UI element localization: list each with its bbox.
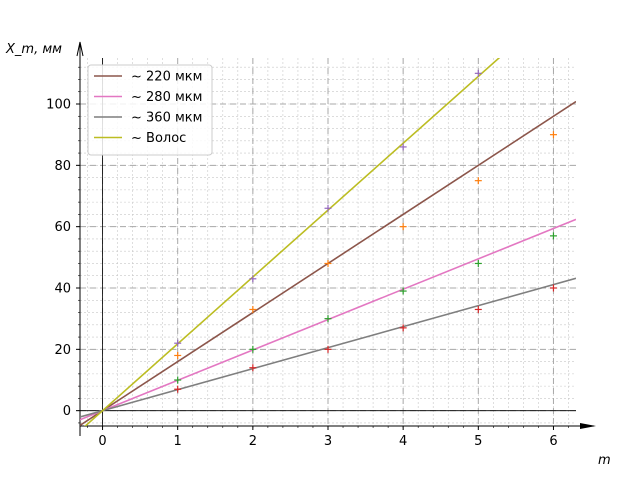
x-tick-label: 0	[98, 434, 106, 449]
x-tick-label: 2	[249, 434, 257, 449]
legend-entry-label: ~ 360 мкм	[131, 111, 202, 126]
data-point	[249, 345, 257, 353]
legend: ~ 220 мкм ~ 280 мкм ~ 360 мкм ~ Волос	[87, 64, 213, 156]
x-axis-arrow	[580, 423, 596, 429]
data-point	[399, 143, 407, 151]
data-point	[549, 284, 557, 292]
x-tick-label: 3	[324, 434, 332, 449]
data-point	[174, 376, 182, 384]
data-point	[249, 305, 257, 313]
data-point	[474, 305, 482, 313]
data-point	[474, 69, 482, 77]
data-point	[324, 204, 332, 212]
x-tick-label: 5	[474, 434, 482, 449]
legend-frame	[87, 64, 213, 156]
y-axis-arrow	[76, 41, 84, 57]
y-axis-label: X_m, мм	[5, 42, 62, 57]
data-point	[474, 259, 482, 267]
data-point	[174, 339, 182, 347]
data-point	[174, 385, 182, 393]
data-point	[324, 315, 332, 323]
data-point	[399, 223, 407, 231]
x-axis-label: m	[598, 453, 611, 468]
data-point	[474, 177, 482, 185]
y-tick-label: 20	[54, 343, 71, 358]
data-point	[549, 232, 557, 240]
legend-entry-label: ~ Волос	[131, 131, 186, 146]
y-tick-label: 80	[54, 159, 71, 174]
data-point	[174, 351, 182, 359]
y-tick-label: 100	[46, 98, 71, 113]
y-tick-label: 60	[54, 220, 71, 235]
x-tick-label: 6	[549, 434, 557, 449]
data-point	[549, 131, 557, 139]
series-markers	[174, 69, 557, 393]
data-point	[399, 287, 407, 295]
data-point	[249, 364, 257, 372]
legend-entry-label: ~ 280 мкм	[131, 90, 202, 105]
data-point	[324, 345, 332, 353]
data-point	[324, 259, 332, 267]
x-tick-label: 4	[399, 434, 407, 449]
x-tick-label: 1	[174, 434, 182, 449]
y-tick-label: 0	[63, 404, 71, 419]
data-point	[249, 275, 257, 283]
y-tick-label: 40	[54, 282, 71, 297]
data-point	[399, 324, 407, 332]
legend-entry-label: ~ 220 мкм	[131, 70, 202, 85]
